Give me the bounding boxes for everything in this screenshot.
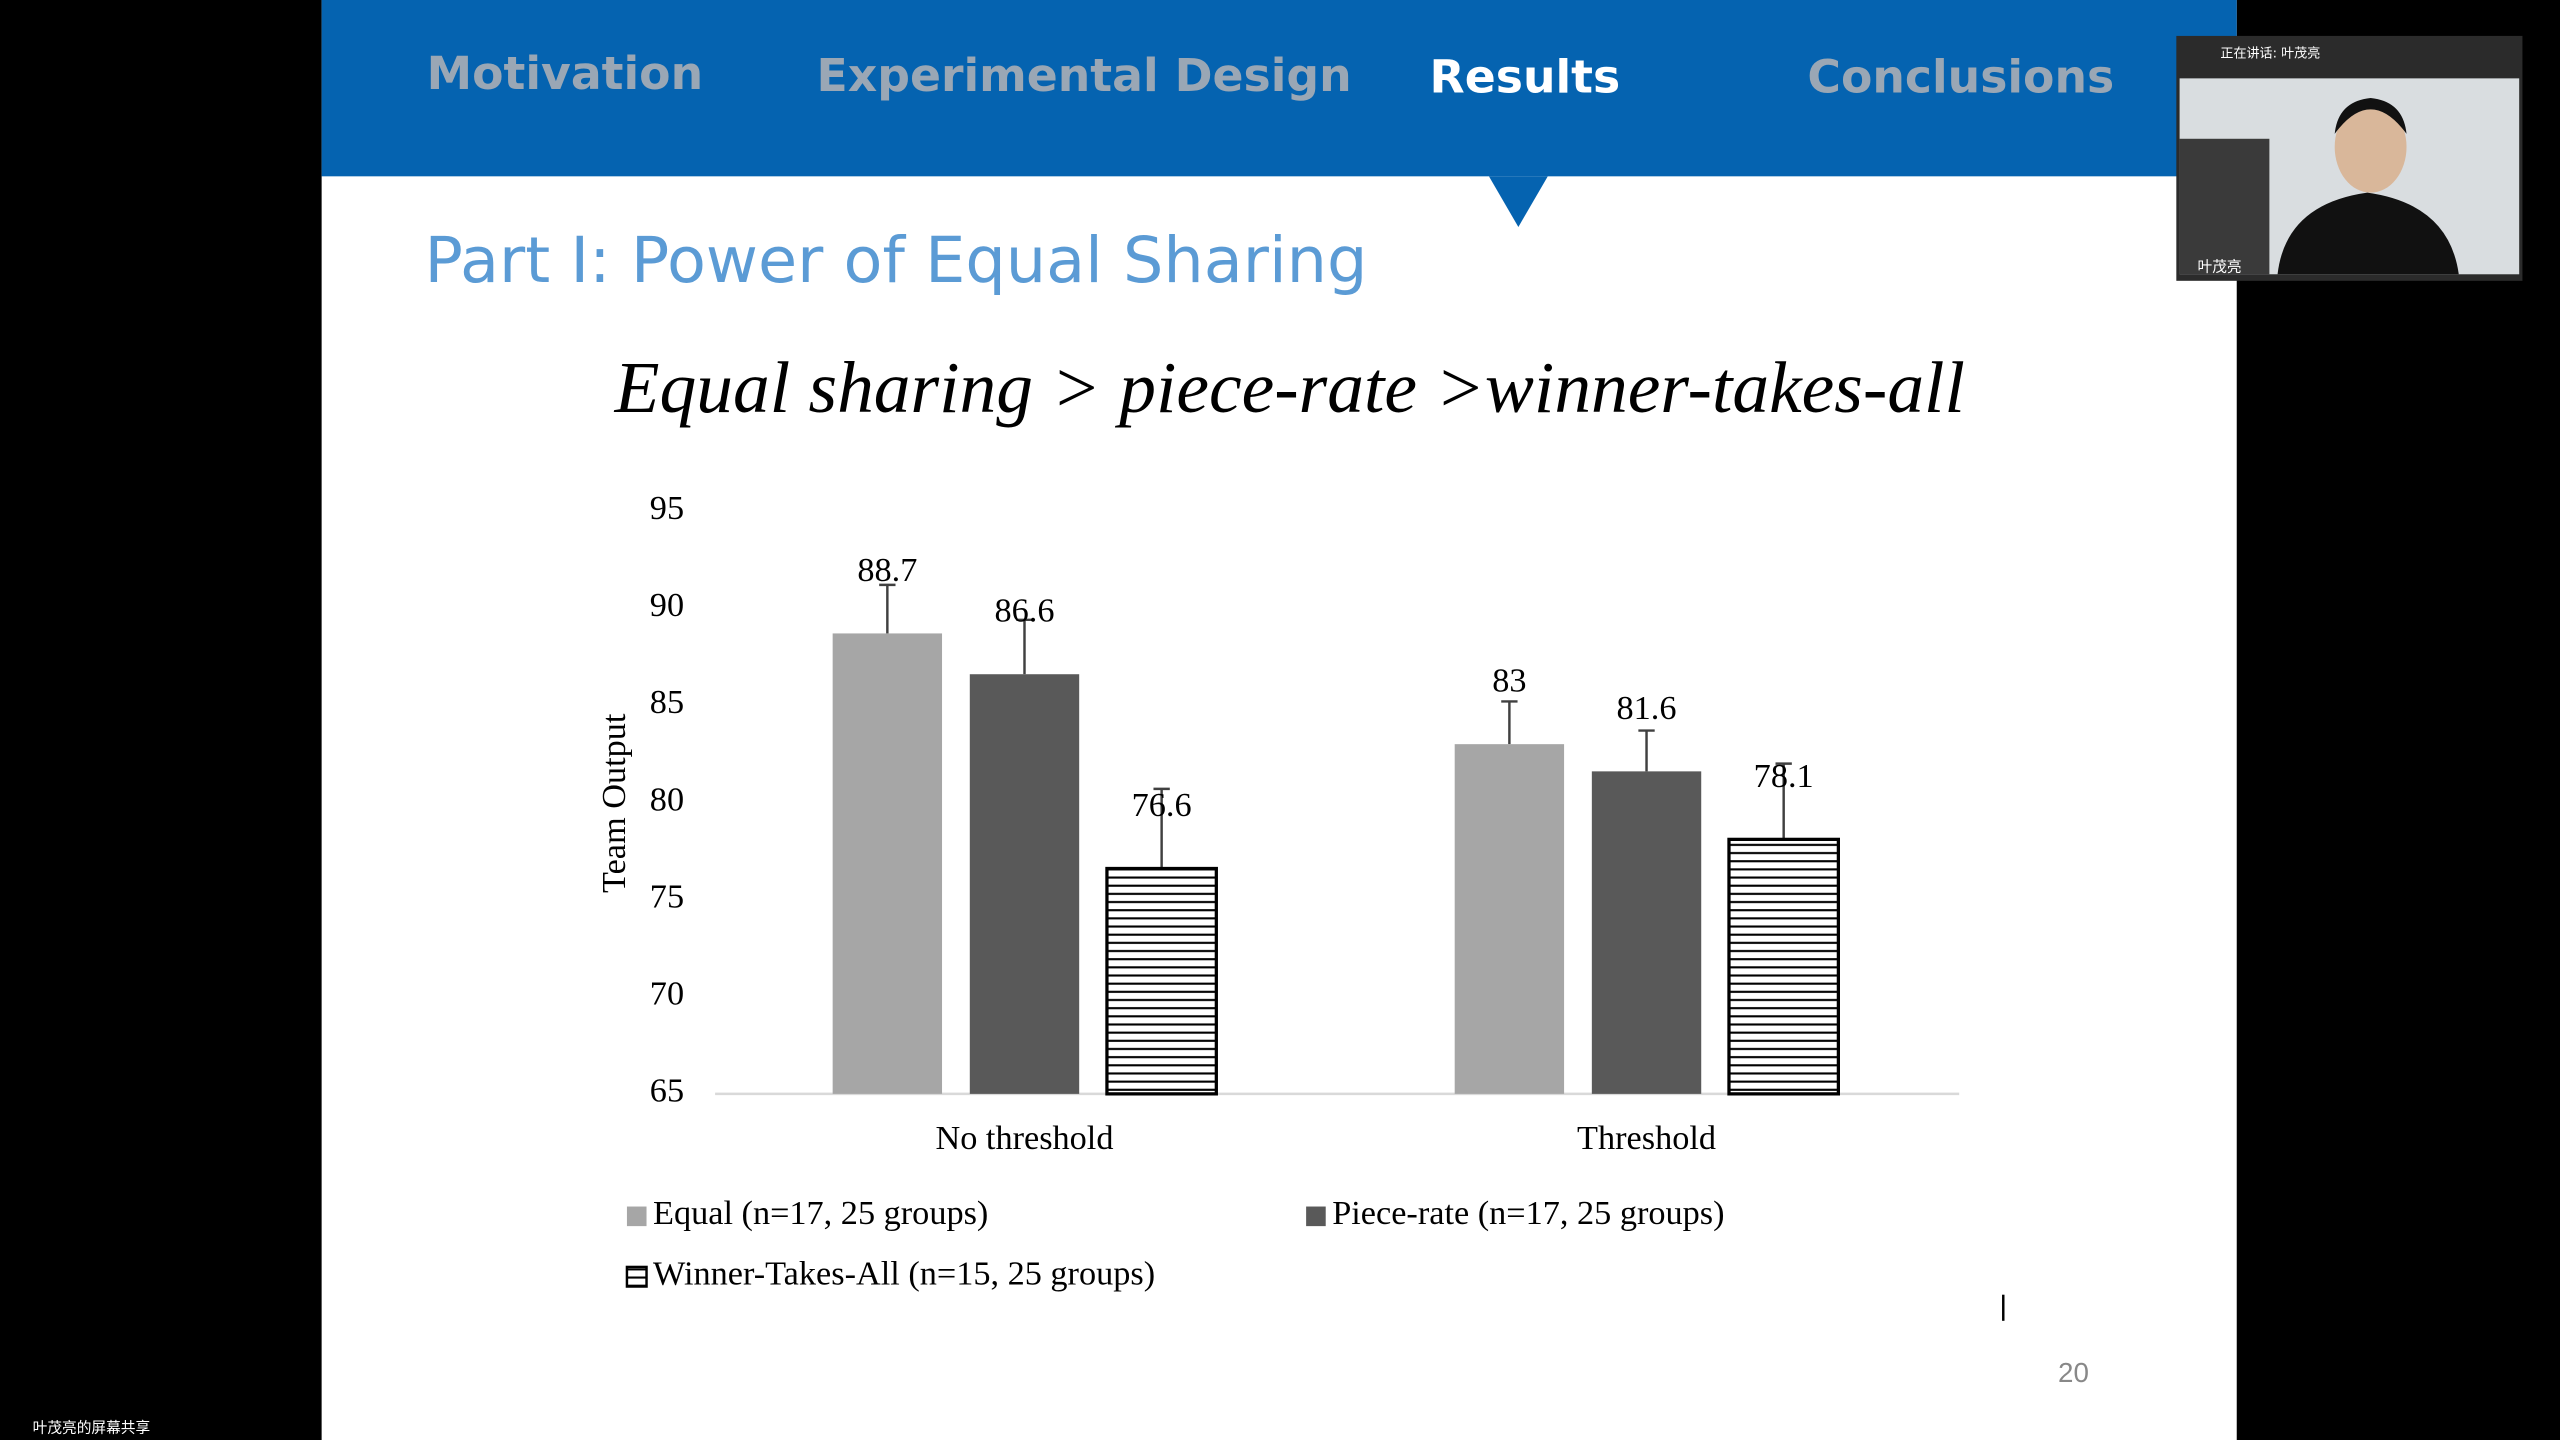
nav-bar	[321, 0, 2237, 177]
nav-indicator	[1488, 176, 1548, 227]
video-hair	[2334, 97, 2407, 134]
data-label: 81.6	[1617, 689, 1677, 727]
y-tick-label: 95	[650, 489, 684, 527]
bar	[1454, 744, 1565, 1094]
nav-item[interactable]: Results	[1430, 50, 1621, 103]
data-label: 76.6	[1132, 786, 1192, 824]
legend-swatch	[625, 1265, 648, 1288]
slide-title: Part I: Power of Equal Sharing	[424, 224, 1367, 298]
y-axis-label: Team Output	[595, 713, 633, 893]
y-tick-label: 85	[650, 683, 684, 721]
x-tick-label: No threshold	[935, 1119, 1113, 1157]
share-label: 叶茂亮的屏幕共享	[33, 1420, 151, 1437]
bar	[832, 633, 943, 1094]
data-label: 78.1	[1754, 757, 1814, 795]
bar	[1105, 866, 1218, 1096]
y-tick-label: 80	[650, 780, 684, 818]
slide-subtitle: Equal sharing > piece-rate >winner-takes…	[614, 347, 1965, 428]
x-tick-label: Threshold	[1577, 1119, 1716, 1157]
video-object	[2179, 138, 2270, 275]
data-label: 86.6	[995, 592, 1055, 630]
legend-label: Equal (n=17, 25 groups)	[653, 1194, 988, 1232]
legend-label: Winner-Takes-All (n=15, 25 groups)	[653, 1255, 1155, 1293]
video-person	[2277, 192, 2459, 275]
video-face	[2334, 101, 2407, 193]
chart: 65 70 75 80 85 90 95 Team Output No threshold 88.…	[595, 489, 1960, 1293]
bar	[1727, 837, 1840, 1096]
data-label: 88.7	[857, 551, 917, 589]
bar	[1591, 771, 1702, 1094]
y-tick-label: 75	[650, 877, 684, 915]
y-tick-label: 90	[650, 586, 684, 624]
nav-item[interactable]: Conclusions	[1807, 50, 2114, 103]
legend-swatch	[1306, 1206, 1326, 1227]
slide	[321, 0, 2237, 1440]
legend-label: Piece-rate (n=17, 25 groups)	[1332, 1194, 1724, 1232]
nav-item[interactable]: Motivation	[427, 47, 703, 100]
y-tick-label: 65	[650, 1072, 684, 1110]
page-number: 20	[2058, 1357, 2089, 1388]
y-tick-label: 70	[650, 975, 684, 1013]
legend-swatch	[626, 1206, 647, 1227]
data-label: 83	[1492, 662, 1526, 700]
nav-item[interactable]: Experimental Design	[817, 49, 1352, 102]
speaking-label: 正在讲话: 叶茂亮	[2220, 45, 2320, 61]
bar	[969, 674, 1080, 1094]
participant-name: 叶茂亮	[2198, 259, 2242, 276]
